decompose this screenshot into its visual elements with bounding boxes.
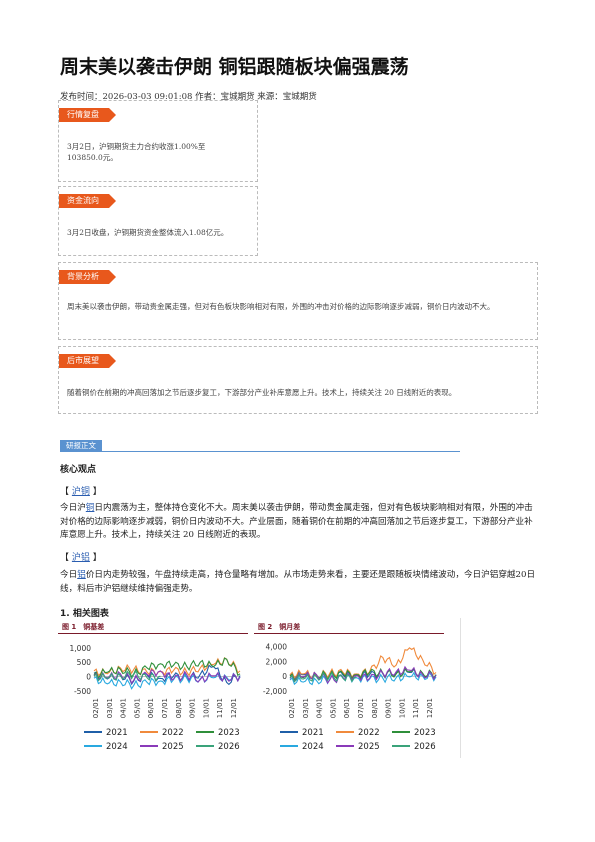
- figures-heading: 1. 相关图表: [60, 609, 109, 619]
- report-body-tag: 研报正文: [60, 440, 102, 452]
- y-tick-label: 2,000: [266, 657, 288, 666]
- copper-link[interactable]: 沪铜: [71, 487, 90, 497]
- background-box: 背景分析 周末美以袭击伊朗，带动贵金属走强，但对有色板块影响相对有限，外围的冲击…: [58, 262, 538, 340]
- y-tick-label: 0: [282, 672, 287, 681]
- y-tick-label: -2,000: [263, 687, 287, 696]
- legend-label: 2026: [218, 742, 240, 752]
- legend-label: 2023: [414, 728, 436, 738]
- x-tick-label: 05/01: [329, 698, 337, 718]
- x-tick-label: 12/01: [426, 698, 434, 718]
- copper-basis-chart: 图 1 铜基差 1,000 500 0 -500 02/01 03/01 04/01 05/0…: [58, 618, 248, 758]
- x-tick-label: 05/01: [133, 698, 141, 718]
- series-line-2024: [93, 672, 241, 690]
- series-line-2026: [93, 669, 161, 682]
- x-tick-label: 08/01: [175, 698, 183, 718]
- x-tick-label: 07/01: [357, 698, 365, 718]
- x-tick-label: 07/01: [161, 698, 169, 718]
- background-text: 周末美以袭击伊朗，带动贵金属走强，但对有色板块影响相对有限，外围的冲击对价格的边…: [67, 302, 495, 311]
- section-divider: [60, 451, 460, 452]
- x-tick-label: 09/01: [189, 698, 197, 718]
- aluminum-para-before: 今日: [60, 570, 78, 580]
- market-review-box: 行情复盘 3月2日，沪铜期货主力合约收涨1.00%至103850.0元。: [58, 100, 258, 182]
- background-tag: 背景分析: [59, 270, 116, 284]
- fund-flow-text: 3月2日收盘，沪铜期货资金整体流入1.08亿元。: [67, 228, 229, 237]
- article-title: 周末美以袭击伊朗 铜铝跟随板块偏强震荡: [60, 56, 409, 78]
- y-tick-label: 500: [77, 658, 92, 667]
- series-line-2025: [93, 668, 241, 685]
- figures-panel: 图 1 铜基差 1,000 500 0 -500 02/01 03/01 04/01 05/0…: [58, 618, 461, 758]
- x-tick-label: 06/01: [343, 698, 351, 718]
- aluminum-paragraph: 今日铝价日内走势较强，午盘持续走高，持仓量略有增加。从市场走势来看，主要还是跟随…: [60, 569, 538, 596]
- bracket-open: 【: [60, 487, 70, 497]
- aluminum-para-after: 价日内走势较强，午盘持续走高，持仓量略有增加。从市场走势来看，主要还是跟随板块情…: [60, 570, 536, 594]
- x-tick-label: 11/01: [216, 698, 224, 718]
- fund-flow-box: 资金流向 3月2日收盘，沪铜期货资金整体流入1.08亿元。: [58, 186, 258, 256]
- x-tick-label: 10/01: [398, 698, 406, 718]
- x-tick-label: 12/01: [230, 698, 238, 718]
- bracket-close: 】: [92, 487, 102, 497]
- legend-label: 2025: [162, 742, 184, 752]
- chart-title: 图 2 铜月差: [258, 623, 301, 631]
- x-tick-label: 06/01: [147, 698, 155, 718]
- x-tick-label: 03/01: [302, 698, 310, 718]
- outlook-box: 后市展望 随着铜价在前期的冲高回落加之节后逐步复工，下游部分产业补库意愿上升。技…: [58, 346, 538, 414]
- series-line-2023: [93, 657, 241, 679]
- x-tick-label: 09/01: [385, 698, 393, 718]
- y-tick-label: 0: [86, 673, 91, 682]
- y-tick-label: 4,000: [266, 642, 288, 651]
- legend-label: 2024: [302, 742, 324, 752]
- bracket-open: 【: [60, 553, 70, 563]
- legend-label: 2025: [358, 742, 380, 752]
- legend-label: 2021: [302, 728, 324, 738]
- legend-label: 2026: [414, 742, 436, 752]
- y-tick-label: -500: [74, 687, 91, 696]
- market-review-tag: 行情复盘: [59, 108, 116, 122]
- outlook-tag: 后市展望: [59, 354, 116, 368]
- fund-flow-tag: 资金流向: [59, 194, 116, 208]
- legend-label: 2021: [106, 728, 128, 738]
- legend-label: 2023: [218, 728, 240, 738]
- series-line-2022: [93, 657, 241, 677]
- legend-label: 2022: [358, 728, 380, 738]
- chart-title-rule: [58, 633, 248, 634]
- copper-para-before: 今日沪: [60, 503, 86, 513]
- copper-spread-chart: 图 2 铜月差 4,000 2,000 0 -2,000 02/01 03/01 04/01…: [254, 618, 444, 758]
- market-review-text: 3月2日，沪铜期货主力合约收涨1.00%至103850.0元。: [67, 142, 206, 162]
- core-view-heading: 核心观点: [60, 465, 97, 475]
- outlook-text: 随着铜价在前期的冲高回落加之节后逐步复工，下游部分产业补库意愿上升。技术上，持续…: [67, 388, 457, 397]
- copper-paragraph: 今日沪铜日内震荡为主，整体持仓变化不大。周末美以袭击伊朗，带动贵金属走强，但对有…: [60, 502, 538, 543]
- x-tick-label: 11/01: [412, 698, 420, 718]
- x-tick-label: 04/01: [316, 698, 324, 718]
- article-meta: 发布时间：2026-03-03 09:01:08 作者：宝城期货 来源：宝城期货: [60, 92, 317, 102]
- x-tick-label: 02/01: [92, 698, 100, 718]
- series-line-2025: [289, 665, 437, 685]
- series-line-2024: [289, 671, 437, 686]
- x-tick-label: 08/01: [371, 698, 379, 718]
- series-line-2026: [289, 671, 357, 683]
- bracket-close: 】: [92, 553, 102, 563]
- legend-label: 2022: [162, 728, 184, 738]
- copper-heading: 【 沪铜 】: [60, 484, 102, 497]
- aluminum-heading: 【 沪铝 】: [60, 550, 102, 563]
- copper-para-after: 日内震荡为主，整体持仓变化不大。周末美以袭击伊朗，带动贵金属走强，但对有色板块影…: [60, 503, 533, 540]
- copper-inline-link[interactable]: 铜: [85, 503, 95, 513]
- legend-label: 2024: [106, 742, 128, 752]
- chart-title: 图 1 铜基差: [62, 623, 105, 631]
- x-tick-label: 03/01: [106, 698, 114, 718]
- x-tick-label: 04/01: [120, 698, 128, 718]
- x-tick-label: 02/01: [288, 698, 296, 718]
- aluminum-link[interactable]: 沪铝: [71, 553, 90, 563]
- y-tick-label: 1,000: [70, 644, 92, 653]
- aluminum-inline-link[interactable]: 铝: [77, 570, 86, 580]
- x-tick-label: 10/01: [202, 698, 210, 718]
- chart-title-rule: [254, 633, 444, 634]
